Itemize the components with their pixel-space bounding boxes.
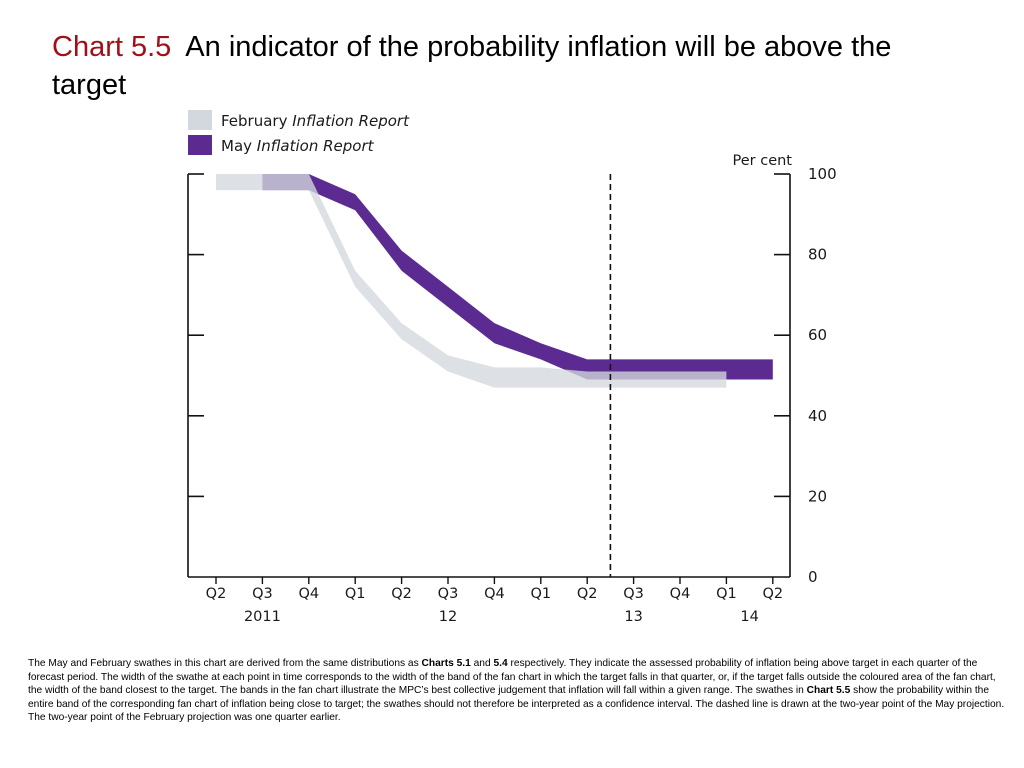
may-swathe [262, 174, 773, 380]
x-year-label: 14 [740, 609, 758, 625]
x-tick-label: Q1 [716, 586, 737, 602]
x-tick-label: Q4 [298, 586, 319, 602]
legend-label-may: May Inflation Report [221, 137, 375, 155]
note-bold-ref: 5.4 [493, 658, 508, 669]
x-tick-label: Q3 [623, 586, 644, 602]
legend-label-february: February Inflation Report [221, 112, 410, 130]
chart-title: Chart 5.5 An indicator of the probability… [52, 28, 952, 104]
note-bold-ref: Charts 5.1 [421, 658, 471, 669]
x-year-label: 13 [624, 609, 642, 625]
swathes [216, 174, 773, 388]
note-text: show the probability within the entire b… [28, 685, 1005, 724]
y-unit-label: Per cent [733, 153, 793, 169]
x-tick-label: Q2 [206, 586, 227, 602]
x-tick-label: Q1 [345, 586, 366, 602]
x-tick-label: Q2 [762, 586, 783, 602]
note-text: and [470, 658, 494, 669]
chart-number: Chart 5.5 [52, 31, 172, 63]
y-tick-label: 20 [808, 487, 827, 505]
plot-area: 100 80 60 40 20 0 Per cent Q2 Q3 Q4 Q1 Q2 Q3 Q4 Q1 Q2 Q3… [187, 153, 837, 625]
x-tick-label: Q3 [252, 586, 273, 602]
y-tick-label: 100 [808, 165, 837, 183]
x-tick-label: Q4 [670, 586, 691, 602]
x-tick-label: Q1 [530, 586, 551, 602]
legend: February Inflation Report May Inflation R… [188, 110, 410, 155]
y-tick-label: 40 [808, 407, 827, 425]
note-text: The May and February swathes in this cha… [28, 658, 422, 669]
x-year-label: 2011 [244, 609, 281, 625]
x-tick-label: Q4 [484, 586, 505, 602]
y-tick-label: 0 [808, 568, 818, 586]
x-year-label: 12 [439, 609, 457, 625]
note-bold-ref: Chart 5.5 [806, 685, 851, 697]
february-swathe [216, 174, 727, 388]
x-tick-label: Q2 [577, 586, 598, 602]
note-text: respectively. They indicate the assessed… [28, 658, 996, 697]
legend-swatch-february [188, 110, 212, 130]
inflation-probability-chart: February Inflation Report May Inflation R… [187, 110, 837, 625]
x-tick-label: Q3 [438, 586, 459, 602]
y-tick-label: 80 [808, 246, 827, 264]
y-tick-label: 60 [808, 326, 827, 344]
legend-swatch-may [188, 135, 212, 155]
chart-title-text: An indicator of the probability inflatio… [52, 31, 892, 101]
chart-footnote: The May and February swathes in this cha… [28, 657, 1010, 725]
x-tick-label: Q2 [391, 586, 412, 602]
